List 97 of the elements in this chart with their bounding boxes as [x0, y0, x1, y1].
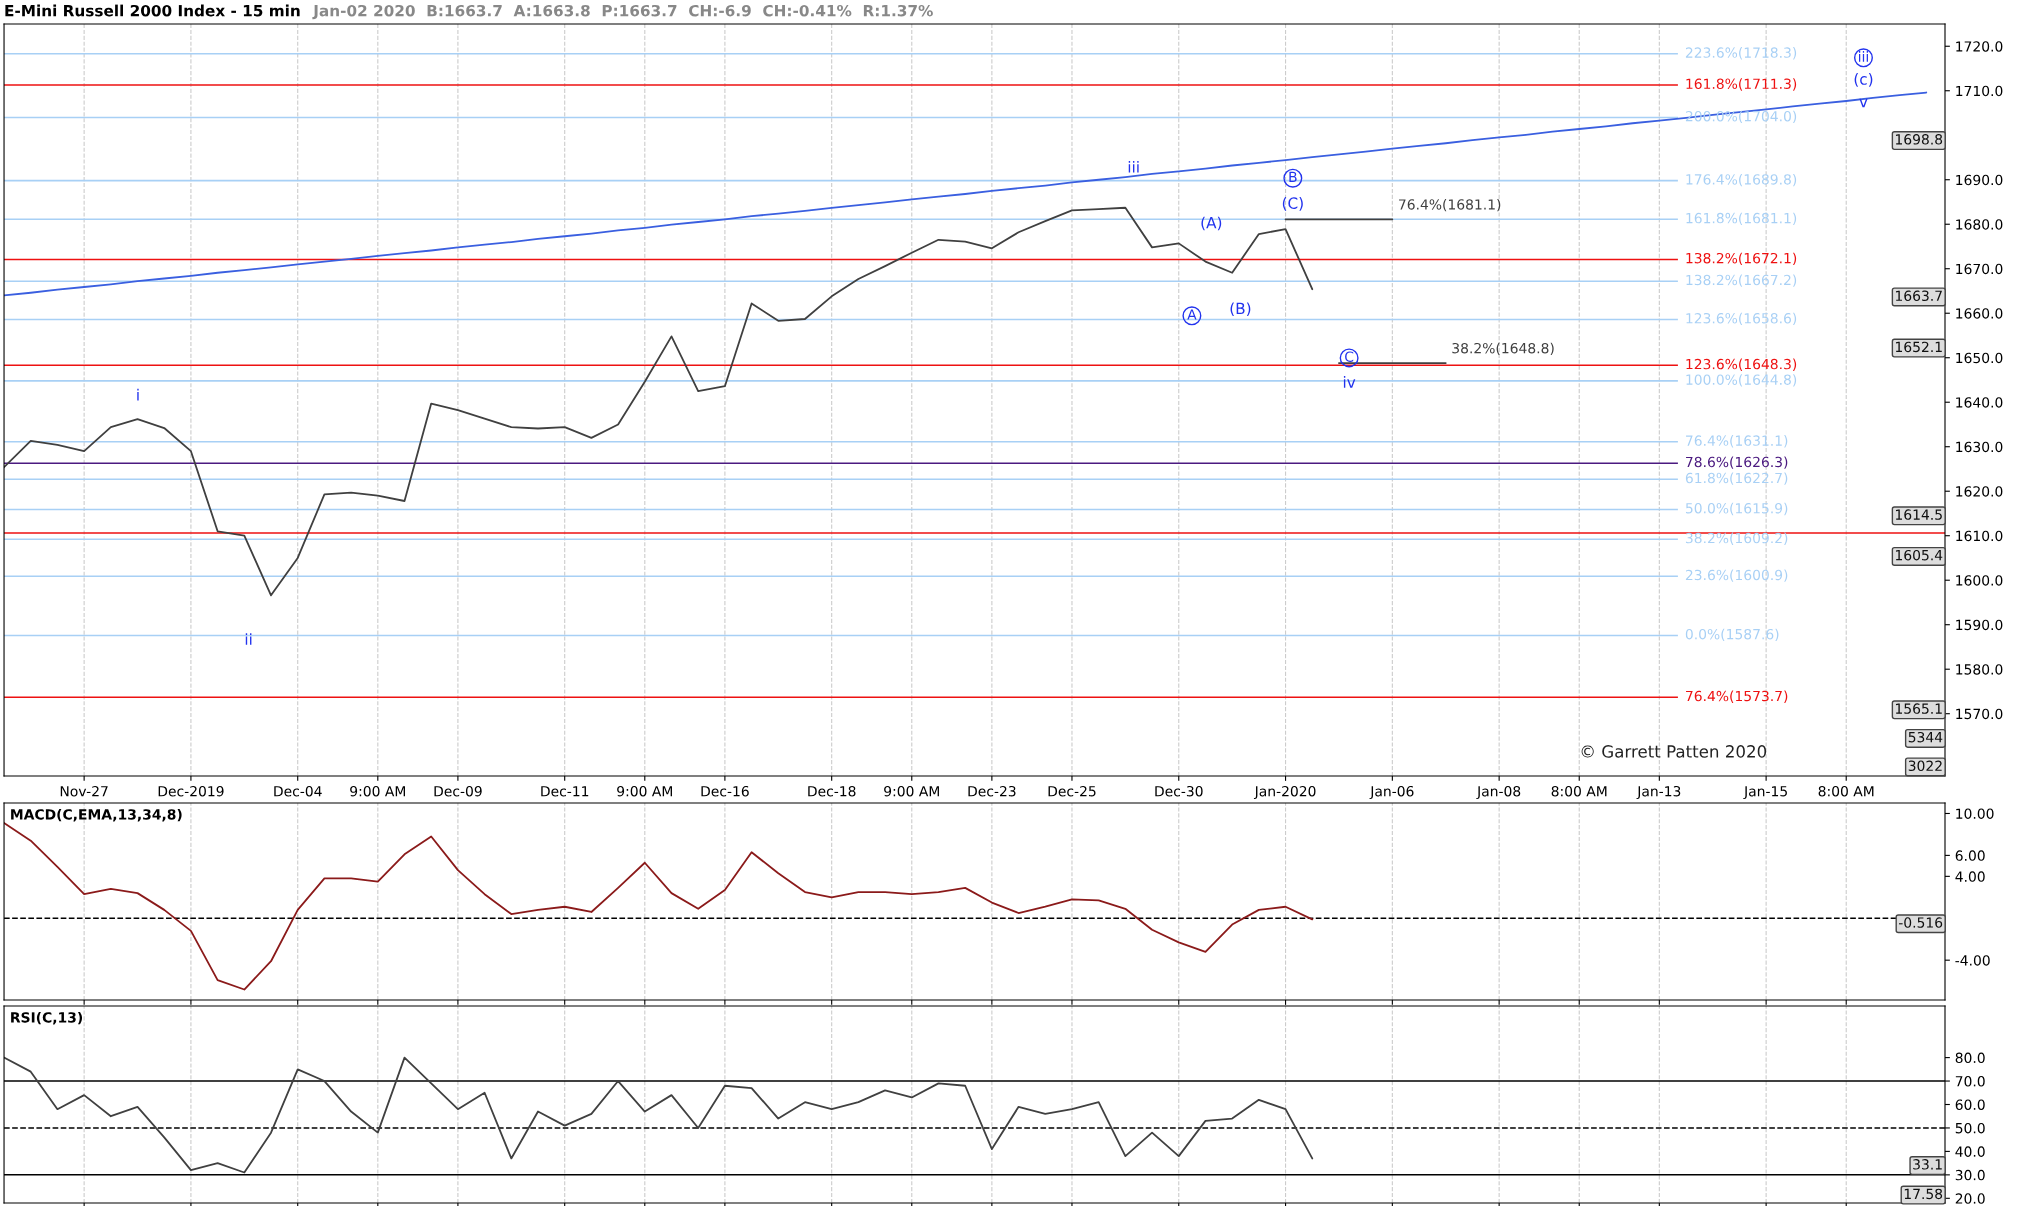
y-tick-label: 1600.0 — [1956, 575, 2003, 586]
x-tick-label: Dec-30 — [1155, 785, 1203, 797]
y-tick-label: 4.00 — [1955, 871, 1985, 882]
ref-line-label: 161.8%(1711.3) — [1686, 78, 1797, 91]
y-tick-label: 60.0 — [1955, 1099, 1985, 1110]
chart-title: RSI(C,13) — [11, 1011, 83, 1025]
annotation: 1565.1 — [1895, 703, 1942, 714]
chart-title: MACD(C,EMA,13,34,8) — [11, 808, 182, 822]
annotation: (c) — [1854, 73, 1873, 87]
y-tick-label: 1640.0 — [1956, 397, 2003, 408]
y-tick-label: 1680.0 — [1956, 219, 2003, 230]
annotation: A — [1187, 309, 1197, 320]
x-tick-label: Jan-2020 — [1253, 785, 1316, 800]
annotation: 33.1 — [1913, 1159, 1942, 1170]
y-tick-label: 40.0 — [1955, 1146, 1985, 1157]
x-tick-label: 9:00 AM — [884, 785, 939, 797]
annotation: B — [1289, 171, 1297, 182]
y-tick-label: 1650.0 — [1956, 352, 2003, 364]
series-label: 38.2%(1648.8) — [1452, 342, 1554, 356]
annotation: (B) — [1230, 302, 1251, 316]
ref-line-label: 138.2%(1667.2) — [1686, 274, 1797, 287]
ref-line-label: 123.6%(1648.3) — [1686, 358, 1797, 371]
annotation: C — [1345, 351, 1354, 362]
ref-line-label: 38.2%(1609.2) — [1685, 532, 1788, 545]
x-tick-label: Dec-11 — [541, 786, 589, 797]
x-tick-label: Dec-16 — [701, 785, 749, 797]
ref-line-label: 50.0%(1615.9) — [1685, 502, 1788, 516]
ref-line-label: 223.6%(1718.3) — [1685, 47, 1797, 60]
x-tick-label: Dec-04 — [274, 785, 322, 797]
y-tick-label: 1610.0 — [1956, 530, 2003, 542]
y-tick-label: 1670.0 — [1956, 263, 2003, 275]
annotation: (A) — [1201, 216, 1222, 231]
y-tick-label: 70.0 — [1955, 1076, 1985, 1087]
y-tick-label: 1690.0 — [1956, 174, 2003, 186]
ref-line-label: 23.6%(1600.9) — [1685, 569, 1788, 582]
annotation: ii — [245, 633, 252, 645]
ref-line-label: 200.0%(1704.0) — [1685, 110, 1797, 124]
x-tick-label: Dec-25 — [1048, 785, 1096, 797]
annotation: © Garrett Patten 2020 — [1581, 745, 1767, 758]
ref-line-label: 138.2%(1672.1) — [1686, 252, 1797, 266]
annotation: 1614.5 — [1895, 509, 1942, 520]
y-tick-label: 1720.0 — [1956, 41, 2003, 52]
x-tick-label: 8:00 AM — [1551, 785, 1607, 797]
x-tick-label: Jan-15 — [1743, 786, 1787, 800]
x-tick-label: 9:00 AM — [350, 785, 405, 797]
ref-line-label: 76.4%(1573.7) — [1686, 690, 1788, 703]
annotation: i — [137, 388, 139, 401]
x-tick-label: 9:00 AM — [617, 785, 672, 797]
ref-line-label: 161.8%(1681.1) — [1686, 212, 1797, 226]
y-tick-label: 1710.0 — [1956, 85, 2003, 97]
y-tick-label: 1620.0 — [1956, 486, 2003, 497]
x-tick-label: Jan-13 — [1636, 785, 1681, 800]
chart-subtitle: Jan-02 2020 B:1663.7 A:1663.8 P:1663.7 CH:-6.9 CH:-0.41% R:1.37% — [312, 4, 933, 20]
x-tick-label: Nov-27 — [60, 785, 108, 797]
annotation: 3022 — [1908, 760, 1942, 772]
ref-line-label: 61.8%(1622.7) — [1685, 472, 1788, 485]
y-tick-label: 50.0 — [1955, 1122, 1985, 1134]
series-label: 76.4%(1681.1) — [1399, 198, 1501, 212]
y-tick-label: 1590.0 — [1956, 619, 2003, 631]
annotation: (C) — [1282, 197, 1303, 211]
annotation: 1698.8 — [1895, 134, 1943, 145]
y-tick-label: 80.0 — [1955, 1052, 1985, 1064]
chart-title: E-Mini Russell 2000 Index - 15 min — [5, 4, 300, 17]
annotation: v — [1859, 98, 1868, 108]
annotation: 1652.1 — [1895, 341, 1942, 353]
annotation: iii — [1128, 160, 1139, 173]
annotation: iii — [1859, 51, 1868, 62]
x-tick-label: Dec-2019 — [158, 785, 224, 797]
ref-line-label: 0.0%(1587.6) — [1685, 628, 1779, 642]
y-tick-label: 1630.0 — [1956, 441, 2003, 453]
annotation: 1663.7 — [1895, 290, 1942, 302]
ref-line-label: 76.4%(1631.1) — [1686, 435, 1788, 448]
y-tick-label: 1580.0 — [1956, 664, 2003, 675]
annotation: 5344 — [1908, 731, 1943, 743]
x-tick-label: Dec-18 — [808, 785, 856, 797]
y-tick-label: 30.0 — [1955, 1169, 1985, 1181]
ref-line-label: 100.0%(1644.8) — [1686, 374, 1797, 387]
x-tick-label: Dec-23 — [968, 785, 1016, 797]
x-tick-label: Dec-09 — [434, 785, 482, 797]
annotation: 17.58 — [1904, 1188, 1943, 1200]
ref-line-label: 78.6%(1626.3) — [1686, 456, 1788, 469]
y-tick-label: 1660.0 — [1956, 308, 2003, 319]
y-tick-label: 1570.0 — [1956, 708, 2003, 720]
annotation: -0.516 — [1898, 917, 1943, 928]
y-tick-label: 6.00 — [1955, 850, 1985, 861]
annotation: 1605.4 — [1895, 549, 1943, 561]
y-tick-label: 20.0 — [1955, 1193, 1985, 1204]
y-tick-label: 10.00 — [1956, 808, 1994, 819]
x-tick-label: Jan-08 — [1476, 785, 1521, 800]
annotation: iv — [1343, 376, 1356, 388]
line-series — [4, 822, 1314, 991]
x-tick-label: Jan-06 — [1369, 785, 1414, 800]
line-series — [4, 1056, 1314, 1174]
ref-line-label: 176.4%(1689.8) — [1686, 173, 1797, 187]
ref-line-label: 123.6%(1658.6) — [1686, 312, 1797, 326]
y-tick-label: -4.00 — [1955, 955, 1990, 966]
x-tick-label: 8:00 AM — [1818, 785, 1874, 797]
